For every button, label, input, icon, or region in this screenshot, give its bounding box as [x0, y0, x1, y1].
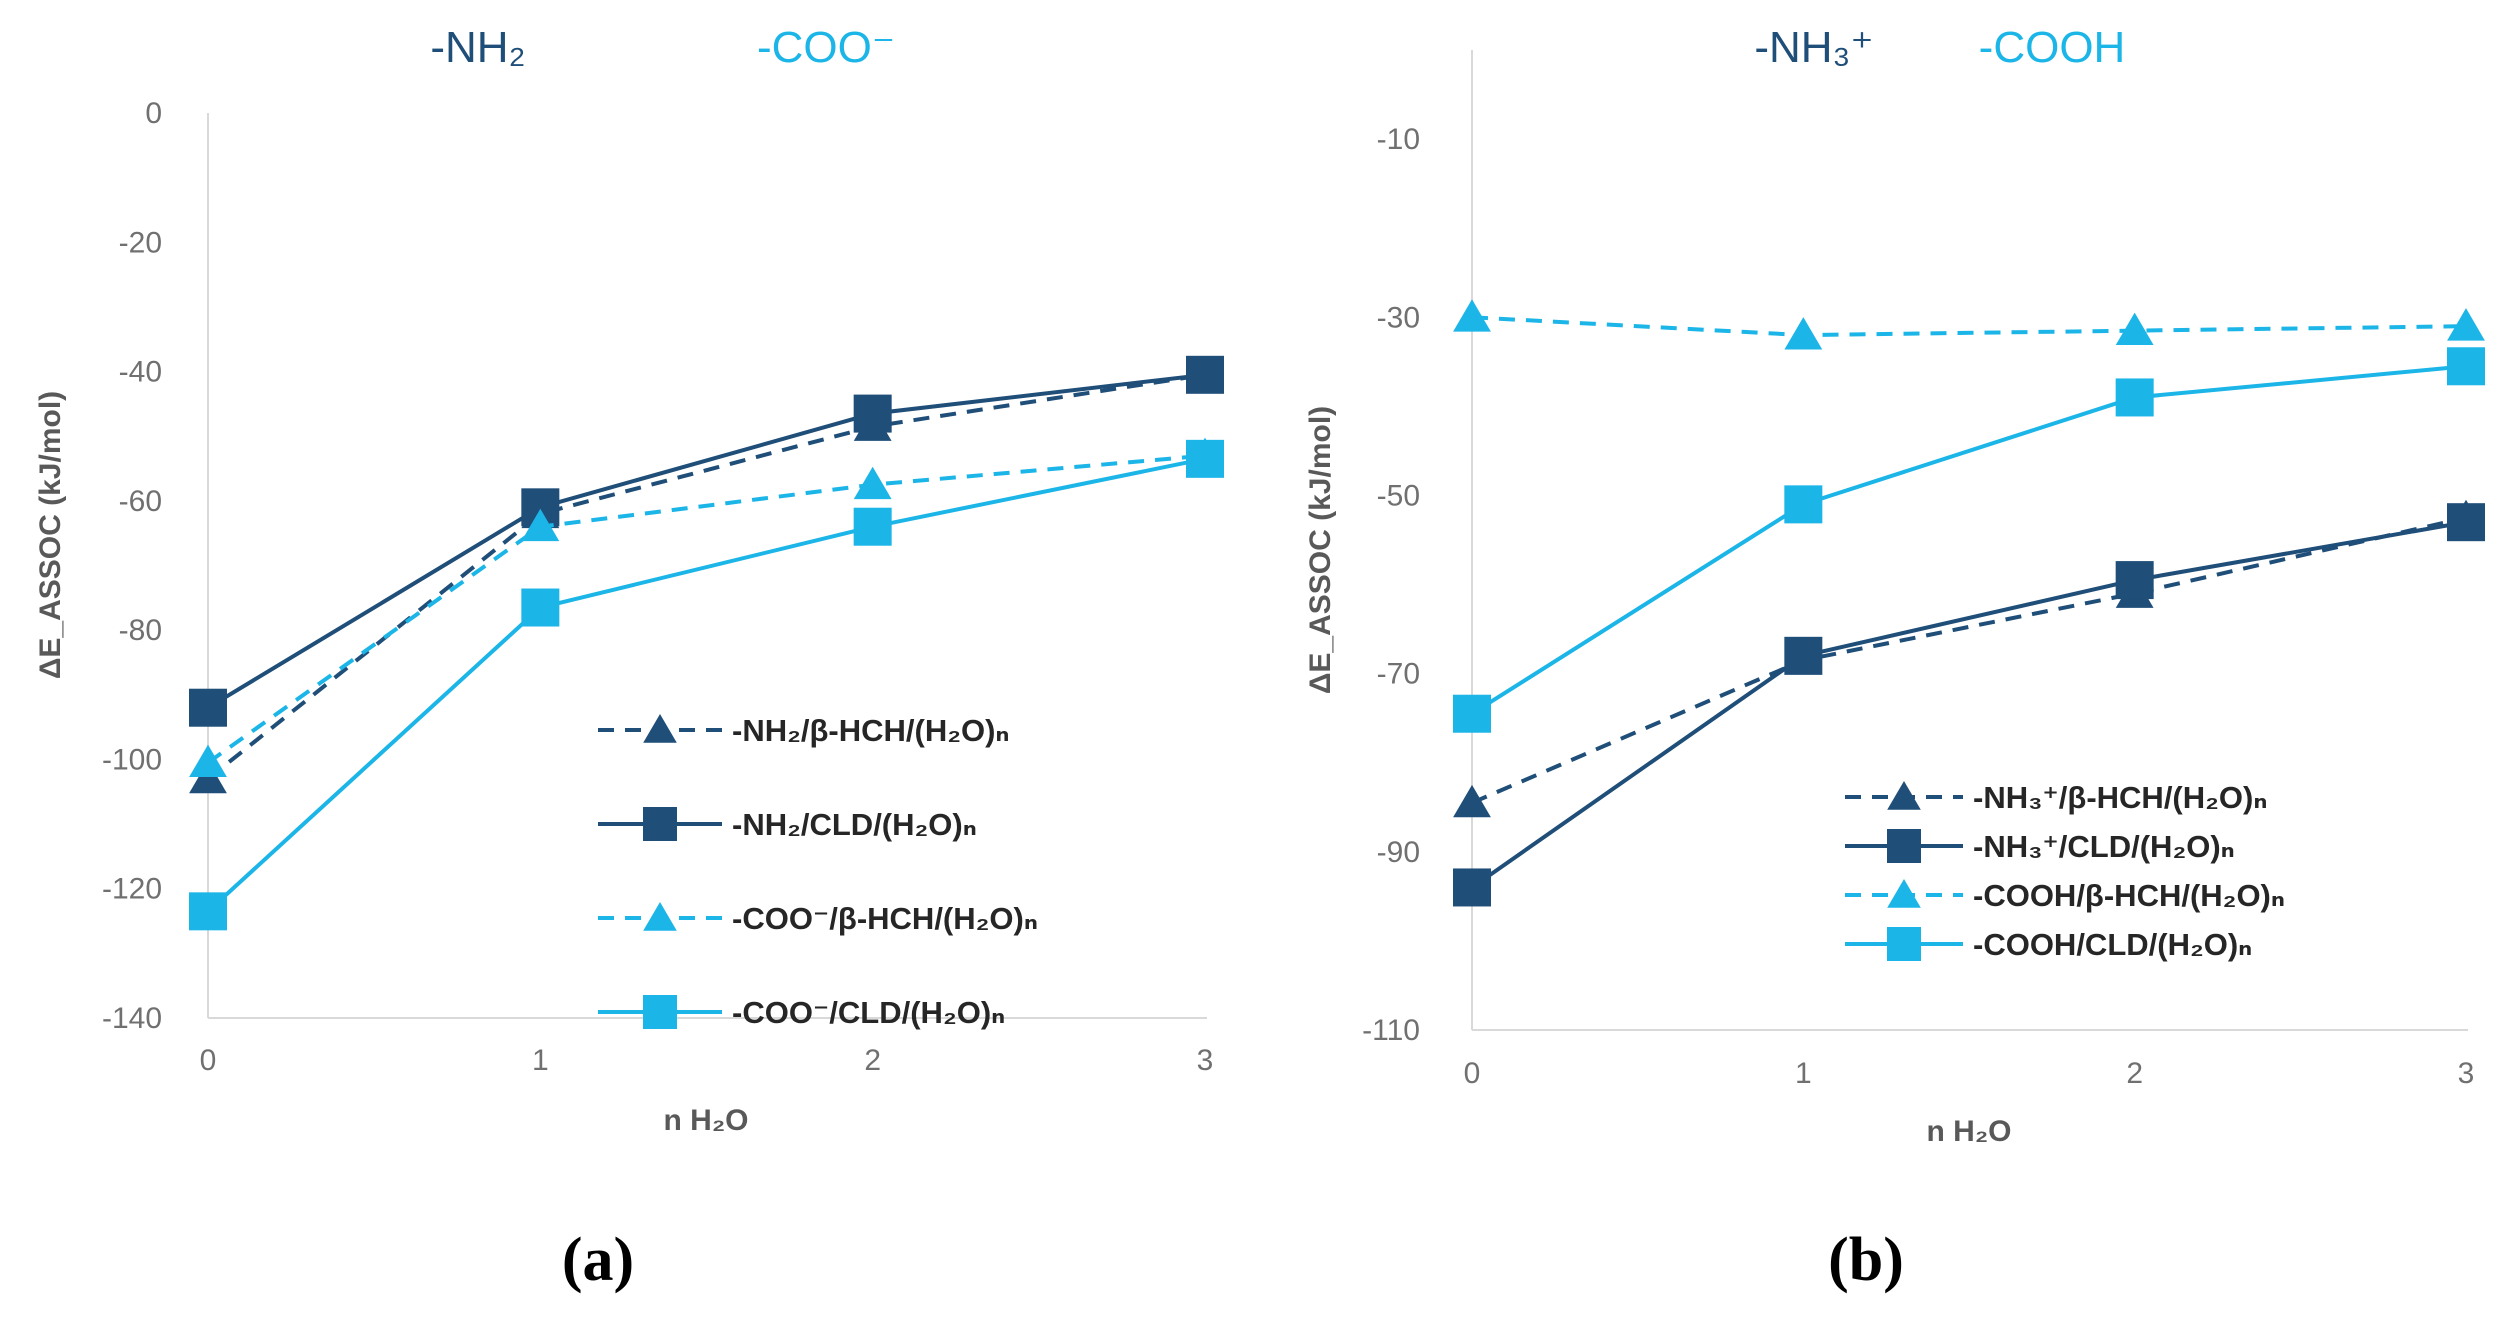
y-tick-label: -80 [119, 614, 162, 647]
series-3 [1453, 347, 2485, 733]
series-1 [1453, 503, 2485, 907]
header-label: -COOH [1979, 23, 2126, 72]
series-0 [189, 356, 1224, 794]
y-tick-label: -20 [119, 226, 162, 259]
legend-marker-triangle [1887, 781, 1921, 810]
panel-label: (b) [1828, 1226, 1904, 1294]
panel-label: (a) [562, 1226, 634, 1294]
series-line [1471, 515, 2467, 805]
x-axis-title: n H₂O [1927, 1115, 2012, 1148]
series-2 [1453, 299, 2485, 350]
header-label: -COO⁻ [757, 23, 895, 72]
x-axis-title: n H₂O [664, 1104, 749, 1137]
data-point-square [1186, 355, 1224, 394]
legend-label: -COO⁻/CLD/(H₂O)ₙ [732, 995, 1005, 1030]
legend-label: -COOH/β-HCH/(H₂O)ₙ [1973, 878, 2285, 913]
y-tick-label: -100 [102, 743, 162, 776]
y-tick-label: -40 [119, 356, 162, 389]
y-tick-label: -50 [1377, 479, 1420, 512]
legend-marker-square [1887, 829, 1921, 863]
legend-label: -COOH/CLD/(H₂O)ₙ [1973, 927, 2252, 962]
x-tick-label: 0 [200, 1044, 217, 1077]
chart-panel-b: -NH₃⁺ -COOH -10 -30 -50 -70 -90 -110 0 1 2 3 n H₂O ΔE… [1304, 23, 2485, 1294]
chart-panel-a: -NH₂ -COO⁻ 0 -20 -40 -60 -80 -100 -120 -140 0 1 2 3 n … [34, 23, 1224, 1294]
legend-marker-triangle [1887, 879, 1921, 908]
series-line [1470, 520, 2467, 890]
data-point-triangle [2115, 312, 2154, 346]
legend-label: -NH₂/β-HCH/(H₂O)ₙ [732, 713, 1010, 748]
header-label: -NH₃⁺ [1754, 23, 1873, 72]
series-line [206, 453, 1206, 765]
data-point-square [1784, 485, 1823, 524]
legend-label: -NH₃⁺/CLD/(H₂O)ₙ [1973, 829, 2235, 864]
y-tick-label: 0 [145, 97, 162, 130]
x-tick-label: 2 [2126, 1057, 2143, 1090]
legend-marker-square [643, 807, 677, 841]
data-point-square [853, 507, 892, 546]
legend-marker-triangle [643, 714, 677, 743]
legend-label: -NH₃⁺/β-HCH/(H₂O)ₙ [1973, 780, 2267, 815]
y-tick-label: -110 [1362, 1014, 1420, 1047]
x-tick-label: 2 [864, 1044, 881, 1077]
data-point-square [2115, 378, 2154, 417]
data-point-square [2447, 503, 2485, 542]
x-tick-label: 3 [2458, 1057, 2475, 1090]
legend-marker-triangle [643, 902, 677, 931]
data-point-square [189, 892, 227, 931]
legend: -NH₃⁺/β-HCH/(H₂O)ₙ -NH₃⁺/CLD/(H₂O)ₙ -COOH/… [1845, 780, 2285, 962]
data-point-square [1453, 868, 1491, 907]
series-line [1471, 315, 2467, 338]
x-tick-label: 3 [1197, 1044, 1214, 1077]
y-tick-label: -90 [1377, 836, 1420, 869]
y-tick-label: -60 [119, 485, 162, 518]
data-point-triangle [1453, 784, 1491, 818]
y-axis-title: ΔE_ASSOC (kJ/mol) [34, 391, 67, 679]
data-point-square [1784, 636, 1823, 675]
legend-marker-square [643, 995, 677, 1029]
data-point-square [2447, 347, 2485, 386]
legend-label: -COO⁻/β-HCH/(H₂O)ₙ [732, 901, 1038, 936]
x-tick-label: 1 [1795, 1057, 1812, 1090]
data-point-triangle [2447, 308, 2485, 341]
data-point-triangle [521, 508, 560, 542]
series-1 [189, 355, 1224, 727]
data-point-square [1186, 439, 1224, 478]
y-tick-label: -30 [1377, 301, 1420, 334]
series-line [206, 372, 1206, 781]
data-point-square [189, 688, 227, 727]
series-3 [189, 439, 1224, 931]
legend-marker-square [1887, 927, 1921, 961]
legend-label: -NH₂/CLD/(H₂O)ₙ [732, 807, 977, 842]
y-tick-label: -70 [1377, 658, 1420, 691]
data-point-triangle [1453, 299, 1491, 332]
series-line [206, 372, 1206, 710]
y-tick-label: -10 [1377, 123, 1420, 156]
series-line [1470, 364, 2467, 716]
data-point-square [521, 588, 560, 627]
legend: -NH₂/β-HCH/(H₂O)ₙ -NH₂/CLD/(H₂O)ₙ -COO⁻/β-… [598, 713, 1038, 1030]
data-point-triangle [1784, 317, 1823, 350]
x-tick-label: 0 [1464, 1057, 1481, 1090]
data-point-triangle [853, 466, 892, 500]
data-point-triangle [189, 744, 227, 778]
series-line [206, 456, 1206, 913]
data-point-square [2115, 561, 2154, 600]
data-point-square [1453, 694, 1491, 733]
data-point-square [853, 394, 892, 433]
y-tick-label: -140 [102, 1002, 162, 1035]
header-label: -NH₂ [430, 23, 525, 72]
y-axis-title: ΔE_ASSOC (kJ/mol) [1304, 406, 1337, 694]
y-tick-label: -120 [102, 873, 162, 906]
x-tick-label: 1 [532, 1044, 549, 1077]
